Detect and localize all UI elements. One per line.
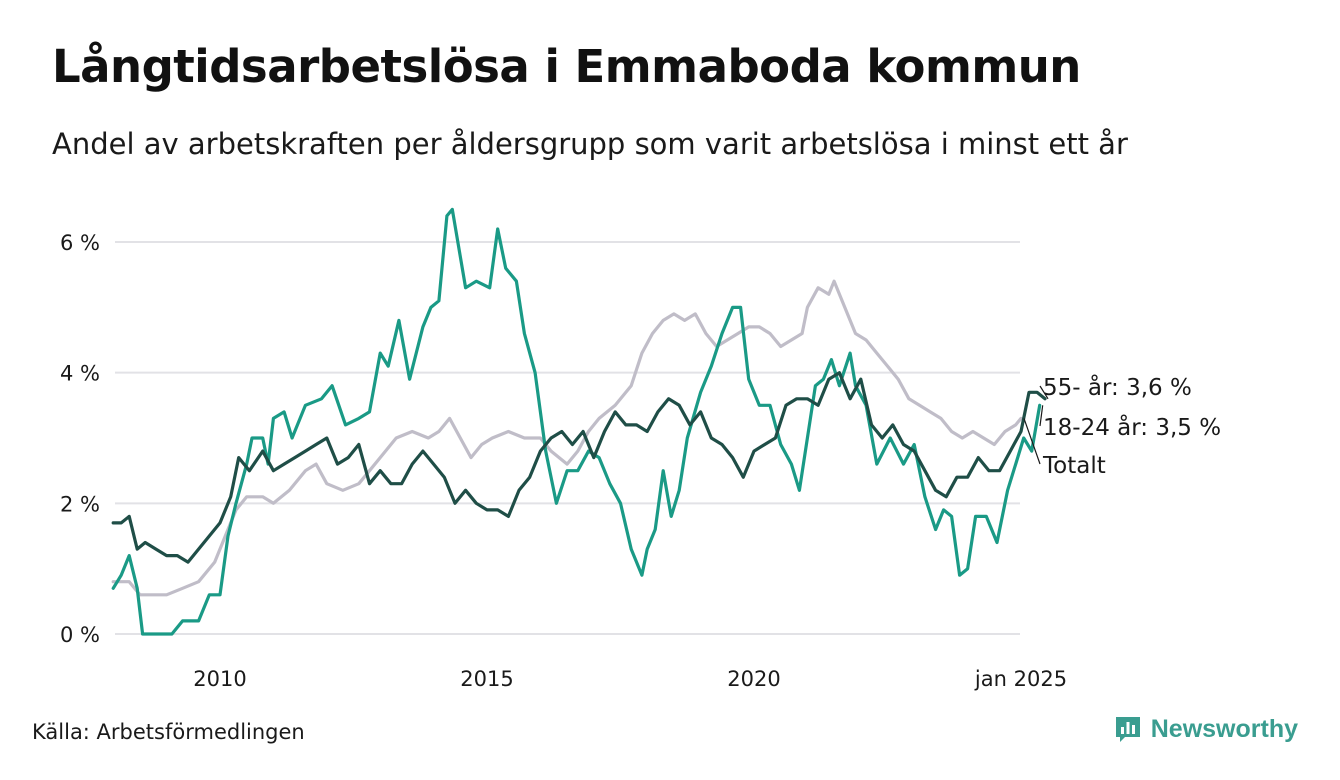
chart-title: Långtidsarbetslösa i Emmaboda kommun [52,40,1081,93]
y-tick-label: 0 % [60,623,100,647]
series-end-label: 18-24 år: 3,5 % [1043,413,1221,441]
source-note: Källa: Arbetsförmedlingen [32,720,305,744]
y-tick-label: 6 % [60,231,100,255]
x-tick-label: 2015 [460,667,513,691]
y-tick-label: 2 % [60,492,100,516]
series-lines [111,207,1047,636]
brand-logo[interactable]: Newsworthy [1113,714,1298,744]
x-tick-label: 2020 [727,667,780,691]
y-axis: 0 % 2 % 4 % 6 % [60,231,100,647]
label-leader-line [1023,418,1041,465]
series-end-labels: Totalt 18-24 år: 3,5 % 55- år: 3,6 % [1023,373,1221,479]
x-tick-label: jan 2025 [974,667,1067,691]
series-line-2 [111,371,1047,564]
label-leader-line [1039,385,1049,400]
series-line-1 [111,207,1042,636]
chart-subtitle: Andel av arbetskraften per åldersgrupp s… [52,127,1128,161]
brand-name: Newsworthy [1150,714,1298,743]
gridlines [115,241,1020,635]
series-end-label: 55- år: 3,6 % [1043,373,1192,401]
bar-chart-speech-icon [1115,717,1140,742]
series-end-label: Totalt [1042,453,1106,479]
y-tick-label: 4 % [60,362,100,386]
x-tick-label: 2010 [193,667,246,691]
x-axis: 2010 2015 2020 jan 2025 [193,667,1067,691]
series-line-0 [111,279,1023,597]
label-leader-line [1039,405,1044,427]
line-chart: 0 % 2 % 4 % 6 % 2010 2015 2020 jan 2025 Totalt… [60,207,1221,691]
